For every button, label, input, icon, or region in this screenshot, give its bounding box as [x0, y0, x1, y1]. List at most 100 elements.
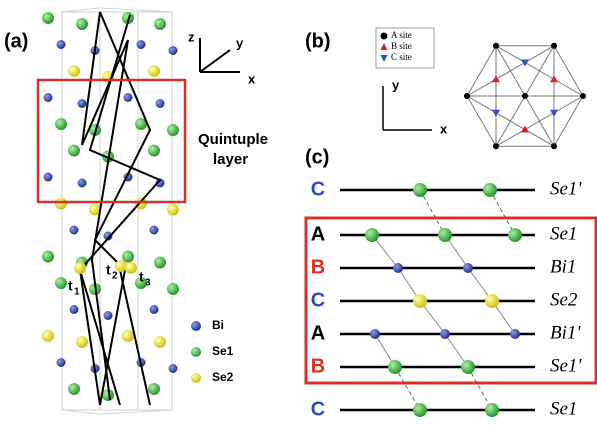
stack-label: B — [311, 256, 325, 278]
crystal-structure — [42, 8, 179, 414]
triangular-lattice — [464, 43, 586, 149]
atom — [55, 198, 67, 210]
lattice-line — [467, 96, 554, 146]
a-site — [493, 43, 499, 49]
legend-label: Bi — [212, 318, 224, 332]
atom — [70, 226, 79, 235]
bond — [395, 367, 420, 410]
atom — [365, 228, 379, 242]
stack-label: A — [311, 223, 325, 245]
atom-label: Bi1' — [550, 322, 581, 343]
atom — [169, 364, 178, 373]
legend-label: C site — [391, 52, 412, 62]
axis-label: z — [188, 29, 195, 44]
atom — [70, 305, 79, 314]
axes-b — [383, 86, 432, 130]
atom — [42, 330, 54, 342]
atom — [150, 226, 159, 235]
atom — [438, 228, 452, 242]
b-site — [550, 75, 558, 82]
atom — [68, 145, 80, 157]
atom — [508, 228, 522, 242]
atom — [413, 183, 427, 197]
c-site — [521, 60, 529, 67]
atom — [137, 40, 146, 49]
b-site — [521, 125, 529, 132]
atom-label: Se1' — [550, 178, 582, 199]
a-site — [551, 43, 557, 49]
atom — [463, 263, 473, 273]
a-site — [493, 143, 499, 149]
annotation: Quintuple — [198, 131, 268, 148]
a-site — [551, 143, 557, 149]
atom-label: Se1' — [550, 355, 582, 376]
atom — [150, 305, 159, 314]
figure: (a) Quintuple layer z y x t 1 t 2 t 3 Bi… — [0, 0, 597, 425]
atom — [76, 18, 88, 30]
legend-label: Se2 — [212, 370, 234, 384]
atom — [413, 403, 427, 417]
atom — [413, 294, 427, 308]
a-site — [464, 93, 470, 99]
cell-edge — [100, 410, 172, 414]
panel-label: (b) — [305, 30, 331, 52]
c-site — [550, 110, 558, 117]
atom — [393, 263, 403, 273]
hopping-label: t — [139, 269, 144, 285]
atom — [167, 204, 179, 216]
atom-label: Bi1 — [550, 256, 576, 277]
lattice-line — [467, 46, 554, 96]
stack-label: C — [311, 398, 325, 420]
c-site — [492, 110, 500, 117]
cell-edge — [62, 8, 100, 12]
lattice-line — [496, 46, 583, 96]
hopping-sub: 3 — [145, 278, 151, 289]
hopping-sub: 1 — [74, 287, 80, 298]
atom — [57, 40, 66, 49]
atom — [104, 311, 113, 320]
panel-label: (a) — [4, 30, 28, 52]
atom — [44, 93, 53, 102]
axis-label: x — [248, 71, 256, 86]
atom — [76, 336, 88, 348]
legend-label: Se1 — [212, 344, 234, 358]
panel-label: (c) — [305, 146, 329, 168]
atom — [156, 99, 165, 108]
a-site — [522, 93, 528, 99]
legend-label: A site — [391, 30, 412, 40]
atom — [169, 46, 178, 55]
axis-label: y — [236, 35, 244, 50]
atom — [440, 329, 450, 339]
stack-label: C — [311, 289, 325, 311]
atom — [55, 277, 67, 289]
legend-se2 — [191, 373, 201, 383]
atom — [461, 360, 475, 374]
atom — [388, 360, 402, 374]
atom — [42, 251, 54, 263]
atom-label: Se2 — [550, 289, 578, 310]
stack-label: B — [311, 355, 325, 377]
legend-a — [381, 33, 388, 40]
atom — [55, 118, 67, 130]
atom — [135, 198, 147, 210]
axis-label: y — [392, 77, 400, 92]
legend-bi — [191, 321, 201, 331]
annotation: layer — [213, 151, 248, 168]
axes-a — [200, 38, 240, 72]
atom — [124, 93, 133, 102]
atom — [154, 336, 166, 348]
atom — [154, 18, 166, 30]
atom-label: Se1 — [550, 223, 577, 244]
atom — [122, 330, 134, 342]
hopping-label: t — [106, 262, 111, 278]
legend-label: B site — [391, 41, 412, 51]
cell-edge — [62, 410, 100, 414]
atom — [42, 12, 54, 24]
a-site — [580, 93, 586, 99]
stack-label: A — [311, 322, 325, 344]
stack-label: C — [311, 178, 325, 200]
hopping-path — [82, 12, 128, 400]
atom — [148, 145, 160, 157]
atom — [148, 65, 160, 77]
